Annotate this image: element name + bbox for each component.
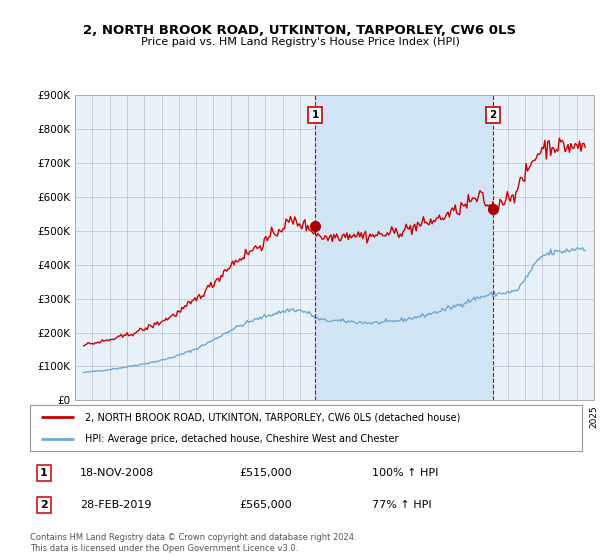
Text: 28-FEB-2019: 28-FEB-2019 — [80, 500, 151, 510]
Text: 100% ↑ HPI: 100% ↑ HPI — [372, 468, 439, 478]
Text: 1: 1 — [311, 110, 319, 120]
Text: 1: 1 — [40, 468, 47, 478]
Text: 18-NOV-2008: 18-NOV-2008 — [80, 468, 154, 478]
FancyBboxPatch shape — [30, 405, 582, 451]
Text: £565,000: £565,000 — [240, 500, 292, 510]
Text: Contains HM Land Registry data © Crown copyright and database right 2024.
This d: Contains HM Land Registry data © Crown c… — [30, 533, 356, 553]
Text: 2: 2 — [490, 110, 497, 120]
Text: 2: 2 — [40, 500, 47, 510]
Text: £515,000: £515,000 — [240, 468, 292, 478]
Text: 77% ↑ HPI: 77% ↑ HPI — [372, 500, 432, 510]
Text: 2, NORTH BROOK ROAD, UTKINTON, TARPORLEY, CW6 0LS: 2, NORTH BROOK ROAD, UTKINTON, TARPORLEY… — [83, 24, 517, 36]
Text: 2, NORTH BROOK ROAD, UTKINTON, TARPORLEY, CW6 0LS (detached house): 2, NORTH BROOK ROAD, UTKINTON, TARPORLEY… — [85, 412, 461, 422]
Text: Price paid vs. HM Land Registry's House Price Index (HPI): Price paid vs. HM Land Registry's House … — [140, 37, 460, 47]
Bar — [315, 95, 493, 400]
Text: HPI: Average price, detached house, Cheshire West and Chester: HPI: Average price, detached house, Ches… — [85, 435, 398, 444]
